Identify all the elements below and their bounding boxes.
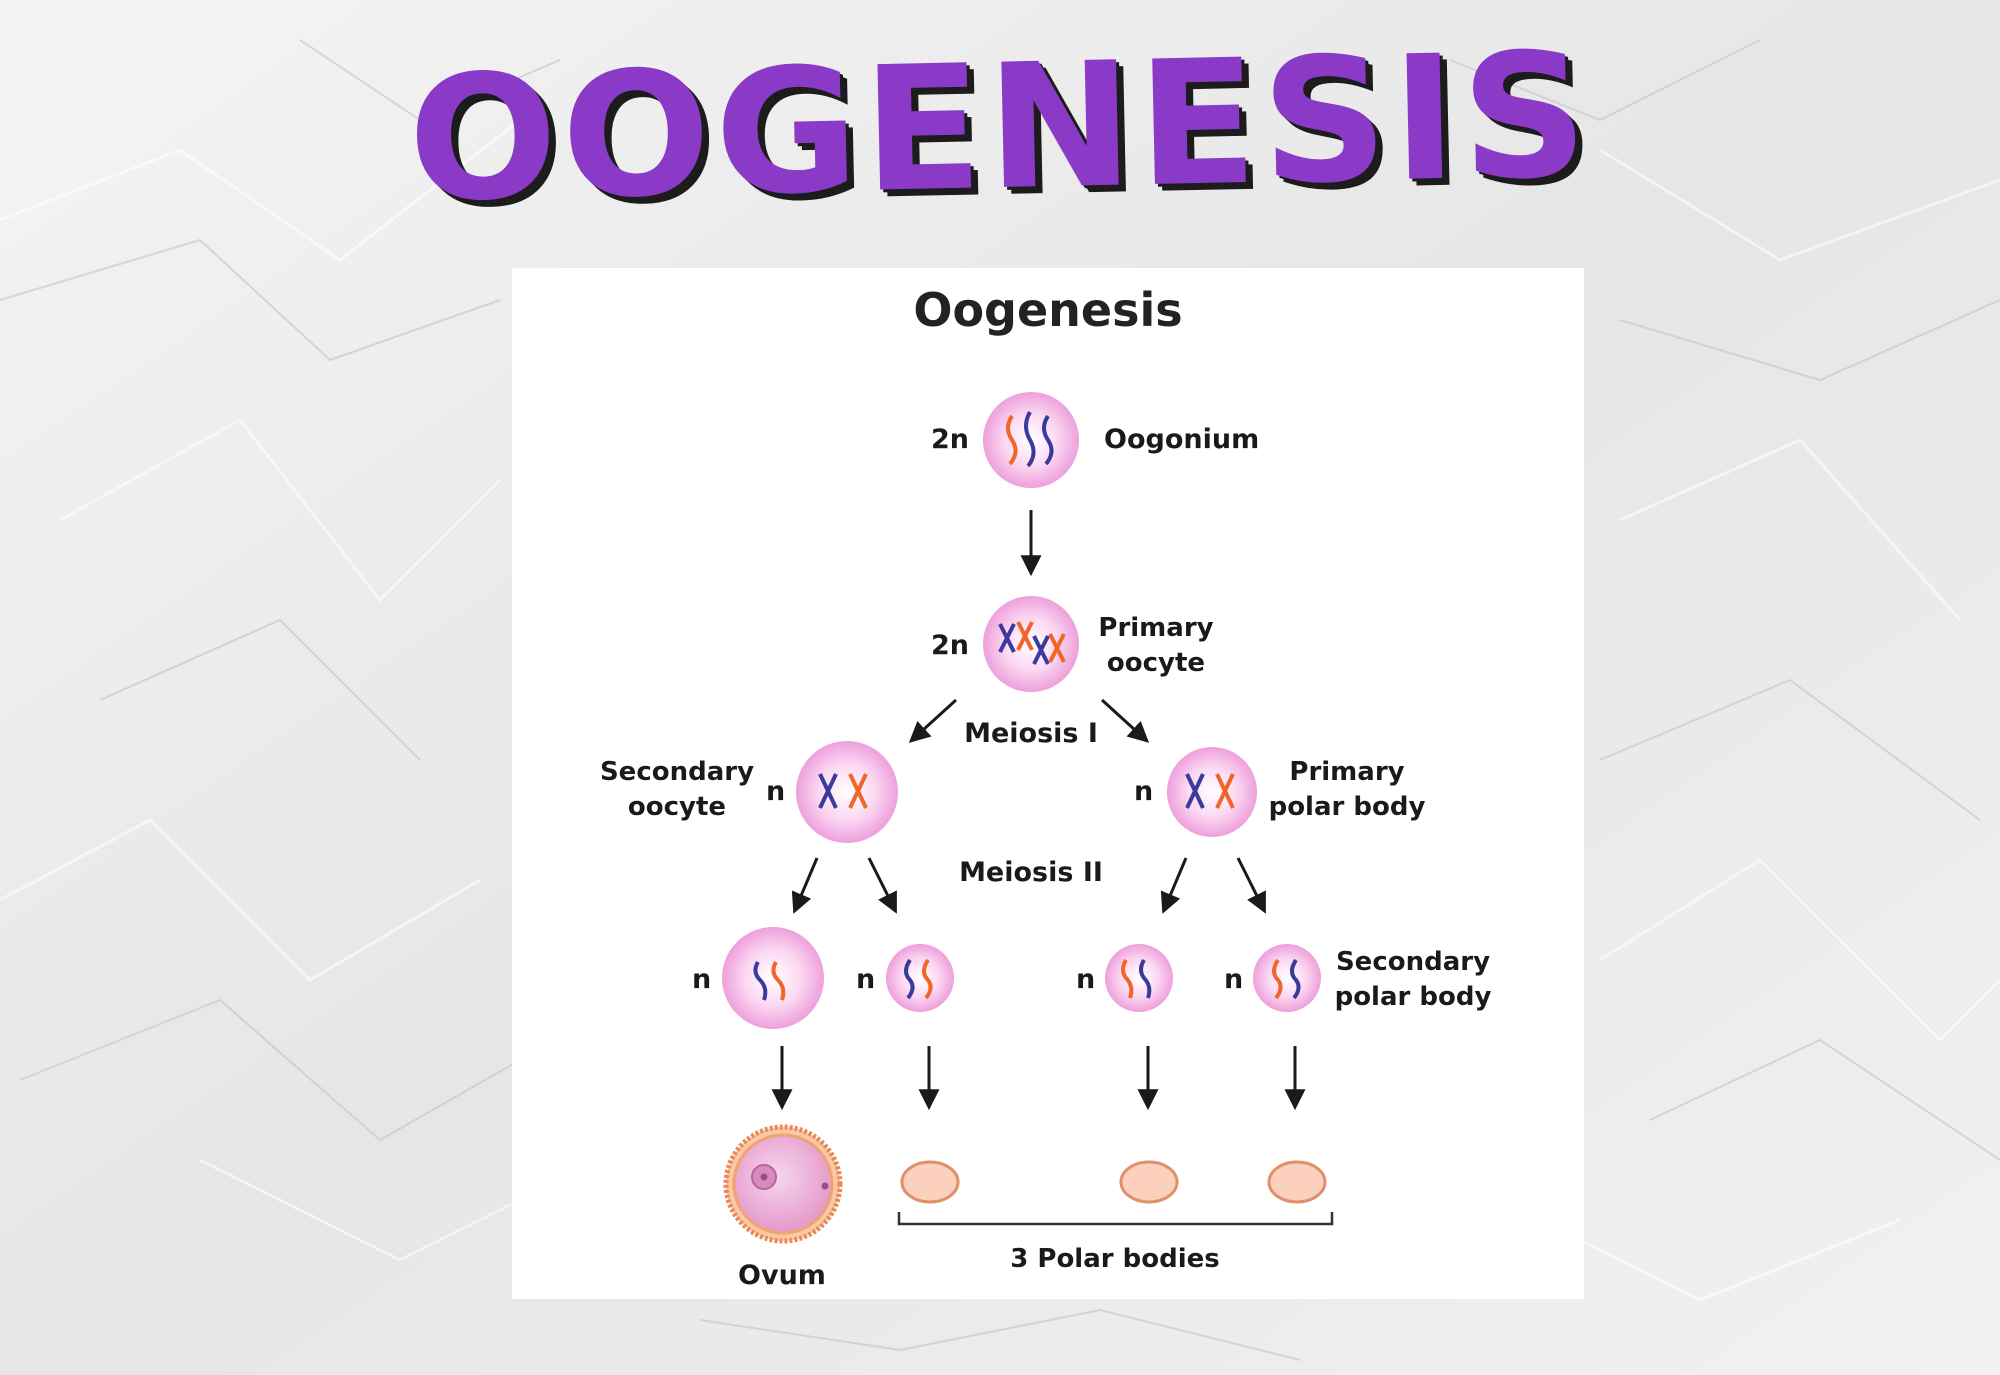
secondary-oocyte-label-line2: oocyte <box>628 792 726 822</box>
banner-title: OOGENESIS <box>406 14 1594 241</box>
primary-oocyte-label-line2: oocyte <box>1107 648 1205 678</box>
oogenesis-diagram: Oogenesis 2n Oogonium 2n Primary oocyte … <box>600 283 1492 1291</box>
arrow-meiosis-2-polar-left <box>1160 857 1188 914</box>
arrow-meiosis-1-right <box>1100 698 1150 743</box>
oogonium-ploidy: 2n <box>931 424 969 455</box>
arrow-meiosis-2-oocyte-left <box>791 857 819 914</box>
oogonium-label: Oogonium <box>1104 424 1259 455</box>
arrow-meiosis-1-left <box>908 698 958 743</box>
primary-polar-body-label-line2: polar body <box>1269 792 1426 822</box>
primary-oocyte-ploidy: 2n <box>931 630 969 661</box>
haploid-egg-ploidy: n <box>692 964 711 995</box>
haploid-cell-2 <box>886 944 954 1012</box>
oogonium-cell <box>983 392 1079 488</box>
polar-body-3 <box>1267 1160 1327 1204</box>
meiosis-2-label: Meiosis II <box>959 857 1103 888</box>
haploid-cell-4 <box>1253 944 1321 1012</box>
arrow-meiosis-2-polar-right <box>1236 857 1266 914</box>
secondary-oocyte-cell <box>796 741 898 843</box>
primary-polar-body-label-line1: Primary <box>1289 757 1404 787</box>
haploid-cell-2-ploidy: n <box>856 964 875 995</box>
primary-oocyte-label-line1: Primary <box>1098 613 1213 643</box>
ovum-label: Ovum <box>738 1260 826 1291</box>
diagram-panel: Oogenesis 2n Oogonium 2n Primary oocyte … <box>512 268 1584 1299</box>
haploid-cell-4-ploidy: n <box>1224 964 1243 995</box>
secondary-polar-body-label-line1: Secondary <box>1336 947 1490 977</box>
ovum-cell <box>723 1124 843 1244</box>
polar-body-1 <box>900 1160 960 1204</box>
polar-bodies-label: 3 Polar bodies <box>1010 1244 1220 1274</box>
secondary-polar-body-label-line2: polar body <box>1335 982 1492 1012</box>
polar-body-2 <box>1119 1160 1179 1204</box>
primary-polar-body-ploidy: n <box>1134 776 1153 807</box>
arrow-meiosis-2-oocyte-right <box>867 857 897 914</box>
primary-polar-body-cell <box>1167 747 1257 837</box>
secondary-oocyte-ploidy: n <box>766 776 785 807</box>
haploid-cell-3 <box>1105 944 1173 1012</box>
primary-oocyte-cell <box>983 596 1079 692</box>
haploid-cell-3-ploidy: n <box>1076 964 1095 995</box>
haploid-egg-cell <box>722 927 824 1029</box>
secondary-oocyte-label-line1: Secondary <box>600 757 754 787</box>
polar-bodies-bracket <box>897 1212 1334 1226</box>
meiosis-1-label: Meiosis I <box>964 718 1098 749</box>
diagram-title: Oogenesis <box>913 283 1182 337</box>
